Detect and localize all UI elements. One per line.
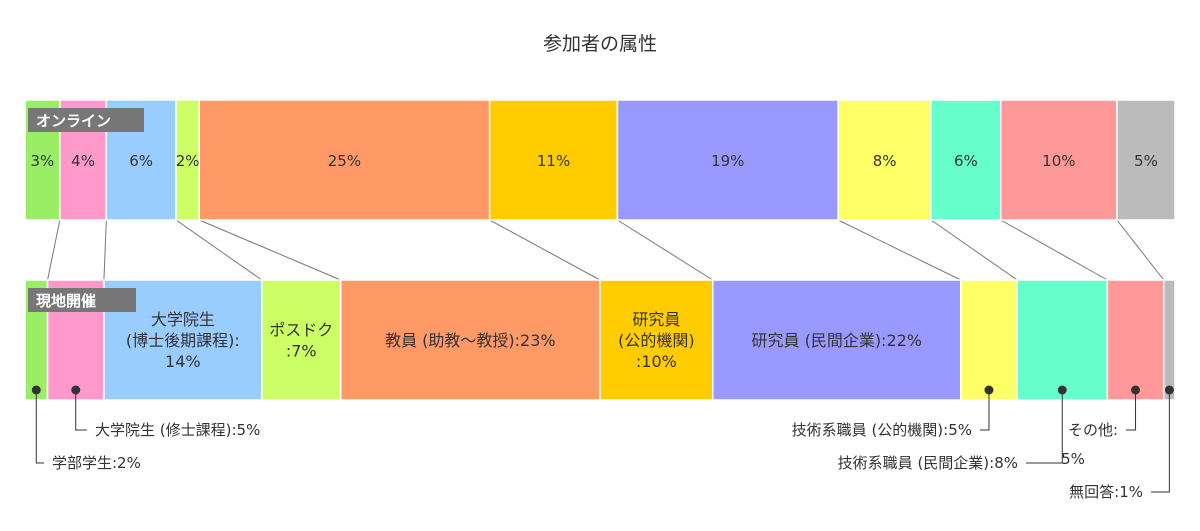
connector-line-master: [103, 219, 107, 281]
data-label-online-researcher-private: 19%: [711, 152, 744, 170]
connector-line-tech-private: [1000, 219, 1108, 281]
bar-online-tech-private: [930, 99, 1002, 221]
inside-label-postdoc-0: ポスドク: [269, 321, 333, 340]
bar-onsite-other: [1106, 279, 1165, 401]
connector-line-undergrad: [47, 219, 61, 281]
row-online-bar: 3% 4% 6% 2% 25% 11% 19% 8% 6% 10% 5%: [24, 99, 1176, 221]
row-tag-label-onsite: 現地開催: [36, 292, 96, 310]
callout-label-no-answer: 無回答:1%: [1069, 483, 1143, 501]
connector-line-researcher-private: [837, 219, 962, 281]
callout-line-tech-public: [980, 390, 990, 431]
callout-line-other: [1126, 390, 1137, 431]
row-onsite-bar: 大学院生 (博士後期課程): 14% ポスドク :7% 教員 (助教〜教授):23% 研究員…: [24, 279, 1176, 401]
data-label-online-researcher-public: 11%: [537, 152, 570, 170]
row-tag-label-online: オンライン: [36, 112, 111, 130]
bar-online-researcher-private: [616, 99, 839, 221]
data-label-online-tech-public: 8%: [873, 152, 897, 170]
callout-label-other-1: 5%: [1061, 450, 1085, 468]
callout-labels: 大学院生 (修士課程):5% 学部学生:2% 技術系職員 (公的機関):5% 技術系職…: [31, 385, 1174, 501]
inside-label-researcher-public-2: :10%: [636, 352, 677, 371]
bar-online-tech-public: [837, 99, 932, 221]
data-label-online-postdoc: 2%: [176, 152, 200, 170]
callout-line-undergrad: [35, 390, 44, 464]
inside-label-researcher-public-0: 研究員: [632, 310, 680, 329]
connector-line-other: [1116, 219, 1165, 281]
callout-line-no-answer: [1151, 390, 1170, 493]
callout-label-tech-private: 技術系職員 (民間企業):8%: [838, 454, 1018, 472]
connector-lines: [47, 219, 1165, 281]
connector-line-tech-public: [930, 219, 1018, 281]
data-label-online-faculty: 25%: [328, 152, 361, 170]
data-label-online-master: 4%: [71, 152, 95, 170]
callout-line-master: [75, 390, 87, 431]
inside-label-doctor-0: 大学院生: [151, 310, 215, 329]
inside-label-researcher-public-1: (公的機関): [618, 331, 695, 350]
inside-label-faculty-0: 教員 (助教〜教授):23%: [385, 331, 556, 350]
chart-title: 参加者の属性: [543, 33, 657, 55]
bar-online-other: [1000, 99, 1118, 221]
callout-label-undergrad: 学部学生:2%: [52, 454, 141, 472]
connector-line-postdoc: [199, 219, 341, 281]
inside-label-researcher-private-0: 研究員 (民間企業):22%: [751, 331, 922, 350]
bar-online-faculty: [198, 99, 491, 221]
bar-onsite-no-answer: [1162, 279, 1176, 401]
callout-label-tech-public: 技術系職員 (公的機関):5%: [792, 421, 972, 439]
bar-onsite-postdoc: [261, 279, 342, 401]
bar-online-no-answer: [1116, 99, 1176, 221]
inside-label-postdoc-1: :7%: [286, 342, 317, 361]
inside-label-doctor-1: (博士後期課程):: [126, 331, 240, 350]
bar-onsite-researcher-public: [599, 279, 714, 401]
connector-line-researcher-public: [617, 219, 714, 281]
data-label-online-tech-private: 6%: [954, 152, 978, 170]
bar-onsite-tech-private: [1016, 279, 1109, 401]
bar-onsite-faculty: [339, 279, 601, 401]
bar-online-researcher-public: [488, 99, 619, 221]
data-label-online-doctor: 6%: [129, 152, 153, 170]
inside-label-doctor-2: 14%: [165, 352, 201, 371]
data-label-online-other: 10%: [1042, 152, 1075, 170]
callout-label-master: 大学院生 (修士課程):5%: [95, 421, 260, 439]
data-label-online-no-answer: 5%: [1134, 152, 1158, 170]
callout-line-tech-private: [1026, 390, 1063, 464]
row-tag-onsite: [28, 288, 136, 312]
data-label-online-undergrad: 3%: [31, 152, 55, 170]
callout-label-other-0: その他:: [1068, 421, 1118, 439]
bar-onsite-tech-public: [960, 279, 1018, 401]
connector-line-faculty: [489, 219, 601, 281]
connector-line-doctor: [175, 219, 263, 281]
row-tag-online: [28, 108, 144, 132]
